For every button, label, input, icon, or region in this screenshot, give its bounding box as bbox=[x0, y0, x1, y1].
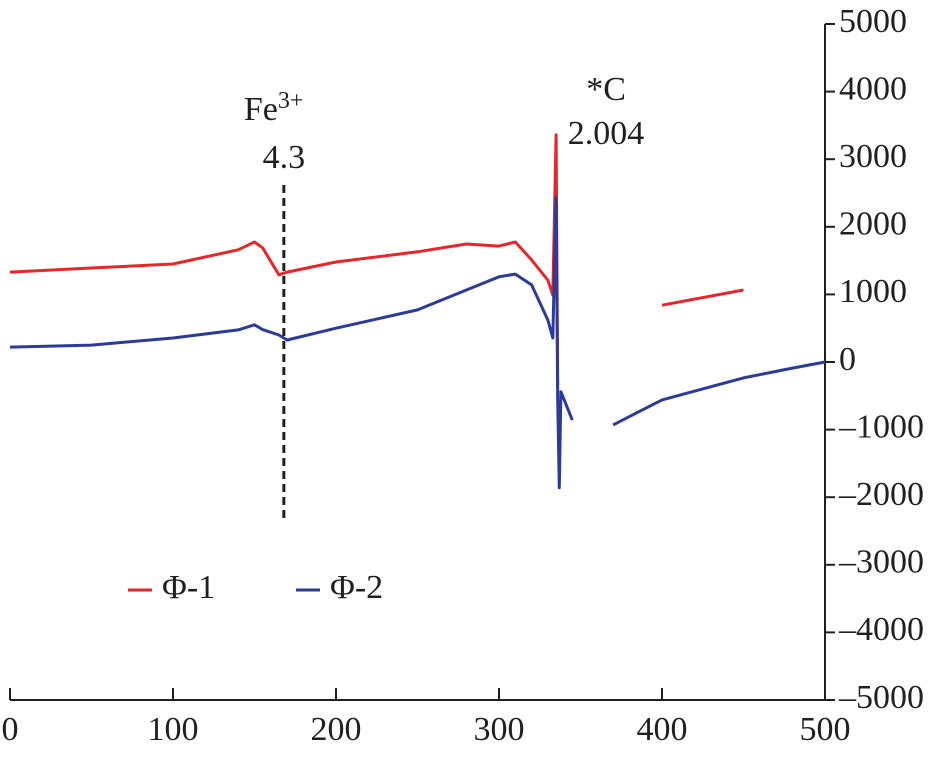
x-tick-label: 100 bbox=[148, 711, 199, 748]
x-tick-label: 300 bbox=[474, 711, 525, 748]
y-tick-label: –3000 bbox=[838, 544, 924, 581]
annotation-value: 4.3 bbox=[263, 139, 306, 176]
series-line bbox=[9, 196, 826, 490]
legend-label: Φ-1 bbox=[162, 569, 215, 606]
x-tick-label: 0 bbox=[2, 711, 19, 748]
x-tick-label: 500 bbox=[800, 711, 851, 748]
y-tick-label: –4000 bbox=[838, 611, 924, 648]
y-tick-label: 0 bbox=[839, 341, 856, 378]
annotation-label: Fe3+ bbox=[244, 88, 304, 128]
y-tick-label: –1000 bbox=[838, 408, 924, 445]
series-line bbox=[10, 135, 825, 385]
legend-label: Φ-2 bbox=[330, 569, 383, 606]
x-tick-label: 200 bbox=[311, 711, 362, 748]
y-tick-label: –5000 bbox=[838, 679, 924, 716]
y-tick-label: 2000 bbox=[839, 206, 907, 243]
annotation-text: Fe bbox=[244, 91, 278, 128]
y-tick-label: 3000 bbox=[839, 138, 907, 175]
annotation-value: 2.004 bbox=[568, 115, 645, 152]
x-tick-label: 400 bbox=[637, 711, 688, 748]
y-tick-label: 1000 bbox=[839, 273, 907, 310]
y-tick-label: 4000 bbox=[839, 70, 907, 107]
annotation-superscript: 3+ bbox=[278, 88, 304, 114]
annotation-label: *C bbox=[586, 71, 626, 108]
y-tick-label: 5000 bbox=[839, 3, 907, 40]
y-tick-label: –2000 bbox=[838, 476, 924, 513]
